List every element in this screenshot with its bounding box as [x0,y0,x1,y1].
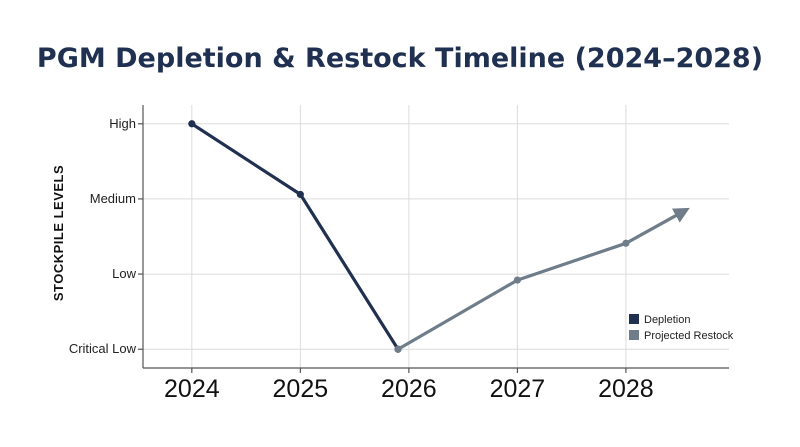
data-point [513,276,521,284]
x-tick-label: 2028 [598,375,654,403]
legend-swatch [629,330,639,340]
legend-swatch [629,314,639,324]
data-point [394,345,402,353]
y-tick-label: Medium [90,191,136,206]
y-tick-label: Critical Low [69,341,137,356]
y-tick-label: High [109,116,136,131]
x-tick-label: 2027 [490,375,546,403]
y-tick-label: Low [112,266,136,281]
axes [138,105,729,373]
data-point [188,120,196,128]
series-line-0 [190,122,400,351]
tick-labels: Critical Low Low Medium High 2024 2025 2026 202… [69,116,654,403]
chart-title: PGM Depletion & Restock Timeline (2024–2… [37,43,763,74]
x-tick-label: 2026 [381,375,437,403]
legend-label: Projected Restock [644,330,734,342]
legend-label: Depletion [644,314,690,326]
data-point [296,190,304,199]
data-point [622,239,630,247]
legend: Depletion Projected Restock [629,314,734,342]
x-tick-label: 2024 [164,375,220,403]
gridlines [143,105,729,368]
y-axis-label: STOCKPILE LEVELS [51,165,66,301]
series-lines [188,120,690,353]
series-line-1 [396,207,690,351]
x-tick-label: 2025 [273,375,329,403]
